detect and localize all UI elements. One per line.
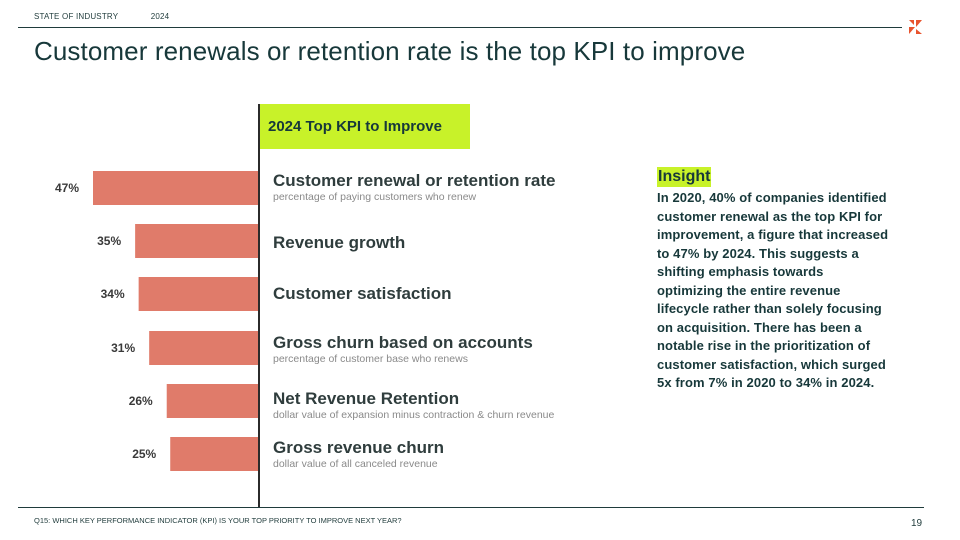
category-name: Customer satisfaction — [273, 284, 452, 303]
insight-heading: Insight — [657, 167, 712, 187]
category-description: dollar value of all canceled revenue — [273, 458, 438, 470]
category-name: Customer renewal or retention rate — [273, 171, 556, 190]
category-1: Customer renewal or retention rate percen… — [273, 171, 613, 203]
top-divider — [18, 27, 902, 28]
page-number: 19 — [911, 518, 923, 529]
value-label-3: 34% — [101, 287, 125, 301]
chart-axis-line — [258, 104, 260, 508]
category-2: Revenue growth — [273, 233, 613, 253]
bar-4 — [149, 331, 258, 365]
category-3: Customer satisfaction — [273, 284, 613, 304]
bar-3 — [138, 277, 258, 311]
bar-2 — [135, 224, 258, 258]
value-label-2: 35% — [97, 234, 121, 248]
section-label: STATE OF INDUSTRY — [34, 12, 119, 21]
value-label-1: 47% — [55, 181, 79, 195]
year-label: 2024 — [150, 12, 170, 21]
chart-title: 2024 Top KPI to Improve — [260, 104, 470, 149]
page-title: Customer renewals or retention rate is t… — [34, 36, 746, 66]
brand-logo-icon — [909, 20, 922, 34]
top-bar: STATE OF INDUSTRY 2024 — [34, 12, 169, 21]
bar-5 — [166, 384, 258, 418]
category-name: Gross churn based on accounts — [273, 333, 533, 352]
survey-question: Q15: WHICH KEY PERFORMANCE INDICATOR (KP… — [34, 516, 402, 525]
category-description: percentage of customer base who renews — [273, 353, 468, 365]
value-label-5: 26% — [129, 394, 153, 408]
bar-chart: 47% 35% 34% 31% 26% 25% — [55, 171, 258, 471]
value-label-6: 25% — [132, 447, 156, 461]
value-label-4: 31% — [111, 341, 135, 355]
category-description: percentage of paying customers who renew — [273, 191, 477, 203]
category-4: Gross churn based on accounts percentage … — [273, 333, 613, 365]
category-description: dollar value of expansion minus contract… — [273, 409, 555, 421]
category-5: Net Revenue Retention dollar value of exp… — [273, 389, 613, 421]
category-name: Net Revenue Retention — [273, 389, 460, 408]
category-name: Revenue growth — [273, 233, 406, 252]
bottom-divider — [18, 507, 924, 508]
bar-6 — [170, 437, 258, 471]
insight-box: Insight In 2020, 40% of companies identi… — [657, 167, 892, 393]
category-name: Gross revenue churn — [273, 438, 445, 457]
category-6: Gross revenue churn dollar value of all c… — [273, 438, 613, 470]
insight-text: In 2020, 40% of companies identified cus… — [657, 190, 889, 390]
bar-1 — [93, 171, 258, 205]
